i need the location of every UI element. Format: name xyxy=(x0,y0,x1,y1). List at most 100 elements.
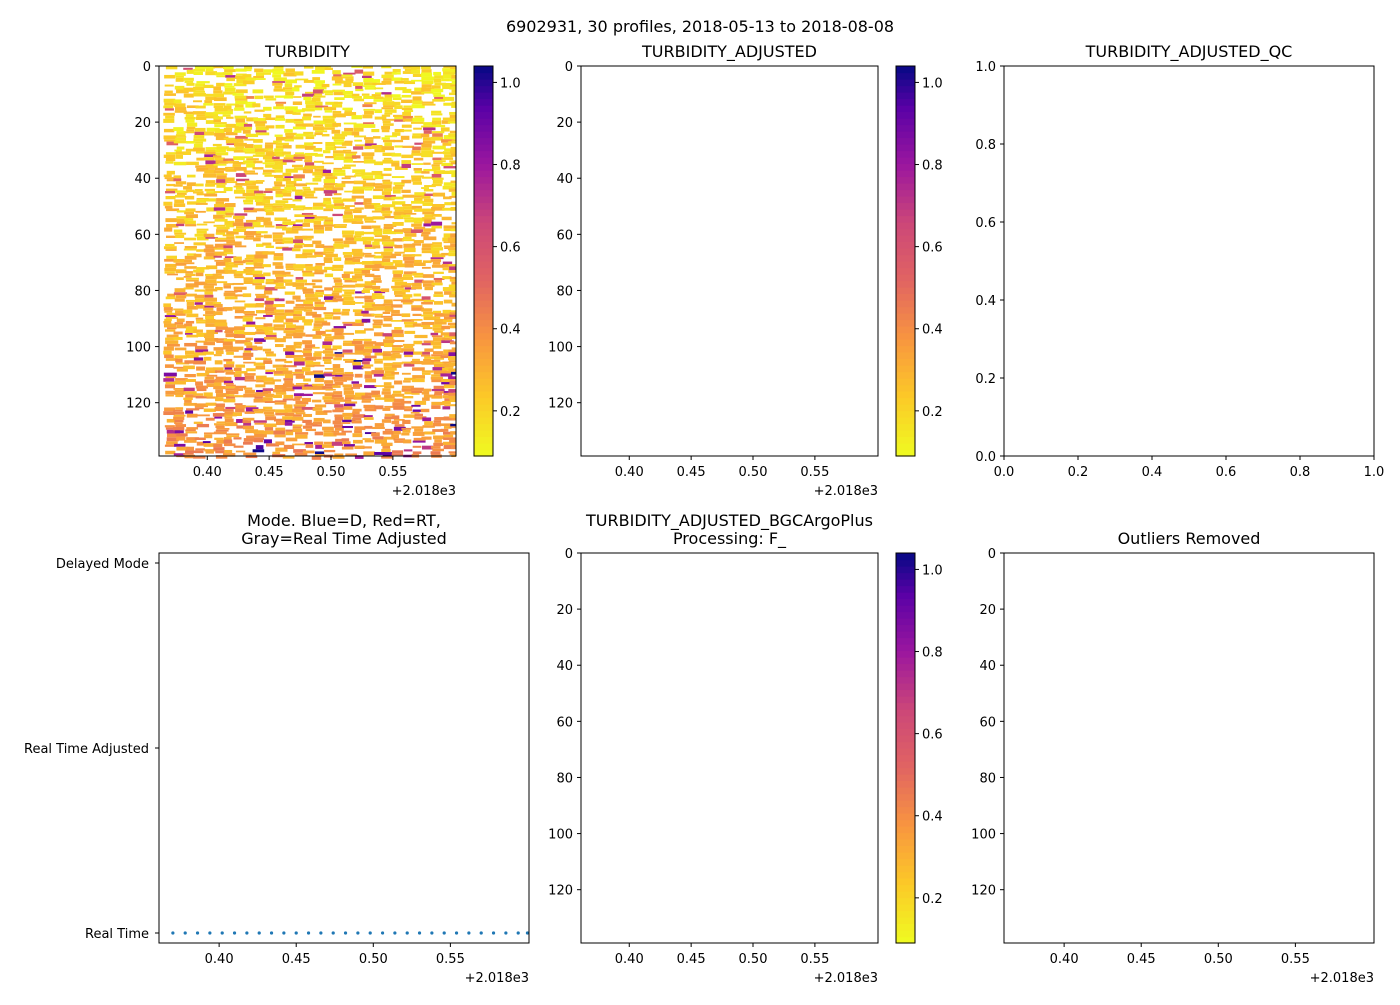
turbidity-heatmap-cell xyxy=(195,151,206,154)
turbidity-heatmap-cell xyxy=(450,66,456,70)
turbidity-heatmap-cell xyxy=(314,132,323,136)
turbidity-heatmap-cell xyxy=(262,409,276,412)
turbidity-heatmap-cell xyxy=(342,412,356,417)
turbidity_adjusted_qc-ytick-label: 0.8 xyxy=(975,138,996,153)
turbidity-heatmap-cell xyxy=(421,187,430,189)
turbidity-heatmap-cell xyxy=(282,221,296,226)
turbidity-heatmap-cell xyxy=(372,285,381,290)
turbidity-heatmap-cell xyxy=(303,218,315,223)
turbidity-heatmap-cell xyxy=(302,116,312,121)
turbidity-heatmap-cell xyxy=(232,412,243,417)
turbidity-heatmap-cell xyxy=(412,73,422,77)
turbidity-heatmap-cell xyxy=(331,136,346,140)
turbidity-heatmap-cell xyxy=(448,284,456,288)
turbidity-heatmap-cell xyxy=(412,243,422,246)
turbidity-heatmap-cell xyxy=(175,234,185,239)
turbidity-heatmap-cell xyxy=(305,422,318,426)
turbidity_adjusted-colorbar-segment xyxy=(896,306,915,314)
turbidity-heatmap-cell xyxy=(193,138,207,142)
turbidity-heatmap-cell xyxy=(301,108,315,112)
turbidity-heatmap-cell xyxy=(264,307,277,312)
turbidity-heatmap-cell xyxy=(215,376,226,380)
turbidity-heatmap-cell xyxy=(333,295,342,299)
turbidity-heatmap-cell xyxy=(165,340,179,344)
bgcargoplus-colorbar-segment xyxy=(896,696,915,704)
turbidity-heatmap-cell xyxy=(371,345,381,349)
turbidity-heatmap-cell xyxy=(254,338,266,342)
turbidity-heatmap-cell xyxy=(311,455,322,460)
turbidity-heatmap-cell xyxy=(355,172,364,175)
turbidity-heatmap-cell xyxy=(353,235,362,238)
turbidity-colorbar-tick-label: 0.6 xyxy=(500,241,521,256)
bgcargoplus-colorbar-segment xyxy=(896,624,915,632)
turbidity-heatmap-cell xyxy=(352,414,366,418)
turbidity-heatmap-cell xyxy=(430,376,444,380)
turbidity-heatmap-cell xyxy=(236,79,247,84)
turbidity-heatmap-cell xyxy=(361,236,374,241)
turbidity-heatmap-cell xyxy=(373,183,383,186)
turbidity-heatmap-cell xyxy=(246,185,259,190)
turbidity-heatmap-cell xyxy=(176,436,186,441)
turbidity-colorbar-frame xyxy=(473,65,494,457)
turbidity-heatmap-cell xyxy=(324,348,338,351)
turbidity-heatmap-cell xyxy=(243,331,256,336)
turbidity-heatmap-cell xyxy=(404,324,415,328)
turbidity-heatmap-cell xyxy=(313,227,324,230)
turbidity-heatmap-cell xyxy=(449,332,456,337)
turbidity-heatmap-cell xyxy=(383,343,394,348)
turbidity-heatmap-cell xyxy=(265,117,278,121)
turbidity-heatmap-cell xyxy=(185,271,193,274)
turbidity-heatmap-cell xyxy=(283,394,294,399)
turbidity-heatmap-cell xyxy=(413,240,424,244)
turbidity-heatmap-cell xyxy=(184,350,195,355)
bgcargoplus-colorbar-tick-label: 0.2 xyxy=(922,892,943,907)
turbidity-heatmap-cell xyxy=(215,149,226,153)
turbidity-heatmap-cell xyxy=(254,109,265,112)
turbidity-heatmap-cell xyxy=(215,425,225,428)
turbidity-heatmap-cell xyxy=(212,302,222,304)
turbidity-heatmap-cell xyxy=(213,224,226,227)
turbidity-colorbar-segment xyxy=(474,85,493,93)
turbidity-heatmap-cell xyxy=(374,96,384,100)
mode-mode-point xyxy=(294,931,298,935)
turbidity-heatmap-cell xyxy=(253,144,263,149)
turbidity-heatmap-cell xyxy=(332,298,344,302)
turbidity-heatmap-cell xyxy=(233,373,242,377)
turbidity_adjusted-colorbar-segment xyxy=(896,189,915,197)
turbidity-heatmap-cell xyxy=(242,80,255,85)
turbidity-heatmap-cell xyxy=(292,426,302,429)
turbidity-heatmap-cell xyxy=(193,329,203,333)
turbidity-heatmap-cell xyxy=(305,263,313,267)
turbidity-heatmap-cell xyxy=(351,221,364,224)
turbidity-heatmap-cell xyxy=(383,97,393,102)
turbidity-heatmap-cell xyxy=(333,287,343,291)
turbidity-heatmap-cell xyxy=(391,279,404,282)
turbidity-heatmap-cell xyxy=(193,90,205,93)
turbidity-heatmap-cell xyxy=(394,209,405,212)
turbidity-heatmap-cell xyxy=(352,309,363,313)
turbidity-heatmap-cell xyxy=(343,406,353,410)
turbidity_adjusted-colorbar-segment xyxy=(896,436,915,444)
turbidity-heatmap-cell xyxy=(216,75,229,78)
turbidity-heatmap-cell xyxy=(321,133,330,137)
turbidity-heatmap-cell xyxy=(391,160,400,163)
turbidity-heatmap-cell xyxy=(440,428,449,432)
turbidity-heatmap-cell xyxy=(361,175,374,179)
turbidity-heatmap-cell xyxy=(194,66,206,69)
turbidity-heatmap-cell xyxy=(173,99,182,104)
turbidity_adjusted-ytick-label: 120 xyxy=(548,397,573,412)
turbidity-heatmap-cell xyxy=(323,312,333,315)
turbidity-heatmap-cell xyxy=(451,172,456,178)
turbidity-heatmap-cell xyxy=(443,384,455,389)
turbidity-heatmap-cell xyxy=(293,174,305,179)
turbidity-heatmap-cell xyxy=(301,367,311,372)
turbidity-heatmap-cell xyxy=(450,233,456,238)
turbidity-heatmap-cell xyxy=(195,319,208,322)
turbidity-heatmap-cell xyxy=(293,306,306,309)
turbidity-heatmap-cell xyxy=(372,136,381,139)
turbidity-heatmap-cell xyxy=(442,400,451,405)
turbidity-heatmap-cell xyxy=(364,425,373,429)
turbidity-heatmap-cell xyxy=(354,373,363,378)
turbidity-heatmap-cell xyxy=(245,272,259,276)
turbidity-heatmap-cell xyxy=(412,358,420,361)
